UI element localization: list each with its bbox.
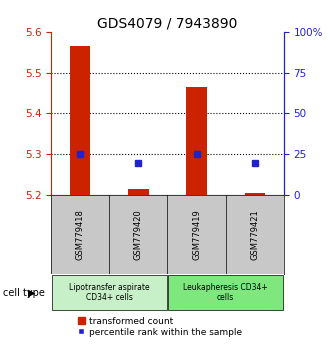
Text: Lipotransfer aspirate
CD34+ cells: Lipotransfer aspirate CD34+ cells xyxy=(69,283,149,302)
Text: GSM779420: GSM779420 xyxy=(134,209,143,260)
Bar xyxy=(52,275,167,310)
Text: GSM779418: GSM779418 xyxy=(76,209,85,260)
Text: cell type: cell type xyxy=(3,287,45,297)
Bar xyxy=(245,193,265,195)
Text: Leukapheresis CD34+
cells: Leukapheresis CD34+ cells xyxy=(183,283,268,302)
Bar xyxy=(128,189,148,195)
Legend: transformed count, percentile rank within the sample: transformed count, percentile rank withi… xyxy=(74,313,246,340)
Text: ▶: ▶ xyxy=(28,287,36,297)
Text: GSM779421: GSM779421 xyxy=(250,209,259,260)
Title: GDS4079 / 7943890: GDS4079 / 7943890 xyxy=(97,17,238,31)
Bar xyxy=(186,87,207,195)
Text: GSM779419: GSM779419 xyxy=(192,209,201,260)
Bar xyxy=(70,46,90,195)
Bar xyxy=(168,275,283,310)
